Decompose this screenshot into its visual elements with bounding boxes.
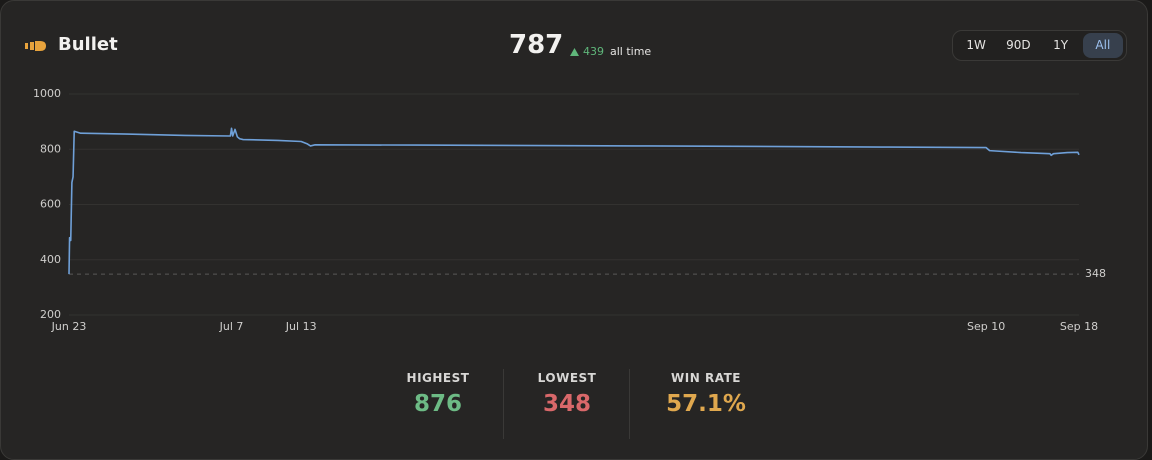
rating-change: 439 all time: [570, 45, 651, 58]
divider: [629, 369, 630, 439]
stat-value: 876: [413, 391, 462, 417]
stat: WIN RATE 57.1%: [641, 371, 771, 417]
stat: HIGHEST 876: [373, 371, 503, 417]
x-tick-label: Jul 7: [219, 320, 244, 333]
y-tick-label: 600: [40, 198, 61, 211]
stat-label: LOWEST: [537, 371, 597, 385]
x-tick-label: Jul 13: [285, 320, 317, 333]
range-button[interactable]: 90D: [1006, 38, 1031, 52]
stat-value: 348: [542, 391, 591, 417]
change-value: 439: [583, 45, 604, 58]
x-tick-label: Sep 10: [967, 320, 1005, 333]
rating-line: [68, 127, 1080, 275]
range-button[interactable]: 1W: [966, 38, 986, 52]
range-button[interactable]: All: [1082, 33, 1123, 58]
stat-label: WIN RATE: [671, 371, 741, 385]
reference-label: 348: [1085, 267, 1106, 280]
bullet-icon: [25, 41, 46, 51]
stat: LOWEST 348: [502, 371, 632, 417]
title: Bullet: [58, 34, 118, 55]
change-label: all time: [610, 45, 652, 58]
y-tick-label: 800: [40, 142, 61, 155]
stat-label: HIGHEST: [406, 371, 470, 385]
range-button[interactable]: 1Y: [1053, 38, 1069, 52]
y-tick-label: 400: [40, 253, 61, 266]
y-tick-label: 1000: [33, 87, 61, 100]
x-tick-label: Jun 23: [51, 320, 87, 333]
stat-value: 57.1%: [666, 391, 746, 417]
divider: [503, 369, 504, 439]
y-tick-label: 200: [40, 308, 61, 321]
rating: 787: [509, 30, 564, 60]
chart: 200 400 600 800 1000 Jun 23 Jul 7 Jul 13 Sep 10 S…: [33, 87, 1106, 333]
x-tick-label: Sep 18: [1060, 320, 1098, 333]
up-arrow: [570, 47, 579, 56]
range-selector: 1W 90D 1Y All: [952, 30, 1127, 61]
